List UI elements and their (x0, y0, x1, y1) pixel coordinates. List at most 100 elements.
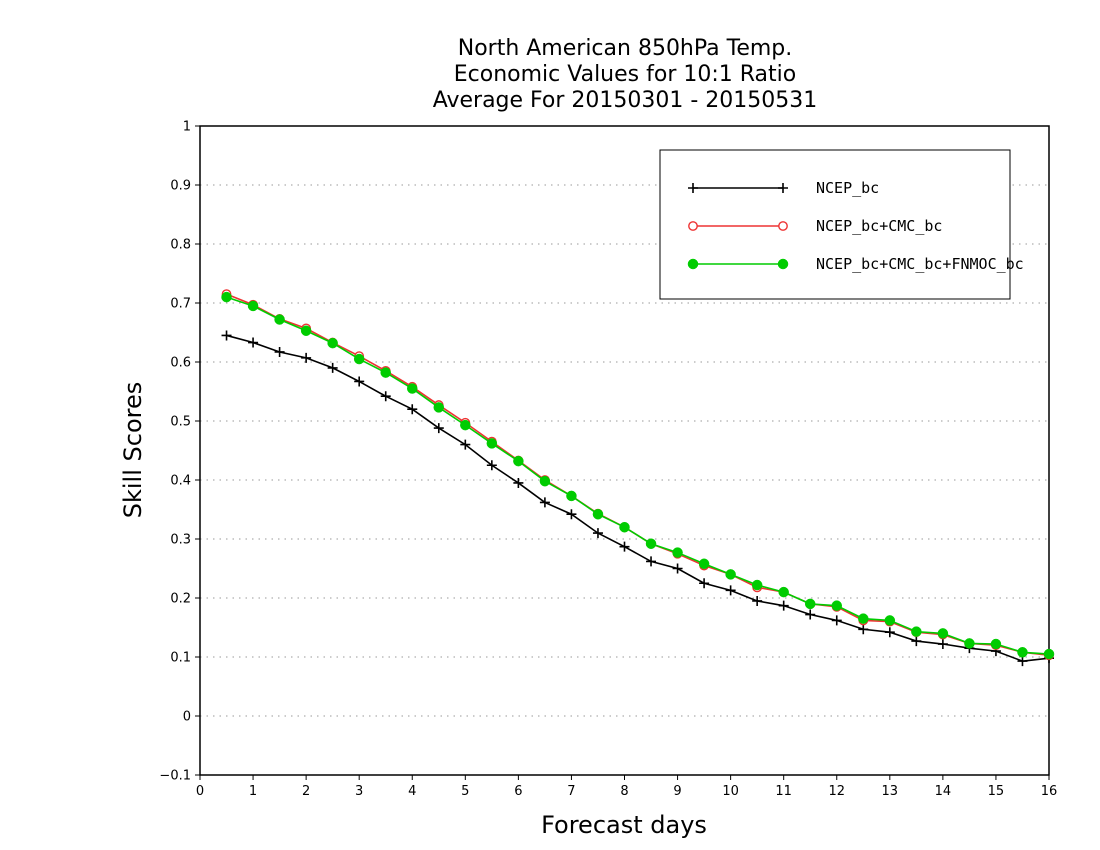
data-point-filled-circle (778, 586, 789, 598)
x-tick-label: 3 (355, 784, 363, 799)
legend-entry: NCEP_bc+CMC_bc+FNMOC_bc (687, 255, 1024, 273)
y-tick-label: 0.9 (170, 179, 191, 194)
data-point-filled-circle (1043, 648, 1055, 660)
data-point-filled-circle (566, 490, 577, 502)
data-point-filled-circle (804, 598, 816, 610)
data-point-filled-circle (460, 419, 471, 431)
y-tick-label: −0.1 (159, 769, 191, 784)
data-point-open-circle (778, 221, 788, 231)
data-point-filled-circle (1017, 647, 1028, 658)
data-point-filled-circle (486, 438, 498, 449)
y-tick-label: 0.6 (170, 356, 191, 371)
data-point-filled-circle (725, 569, 736, 580)
series-2 (221, 289, 1054, 661)
x-tick-label: 0 (196, 784, 204, 799)
axis-ticks: −0.100.10.20.30.40.50.60.70.80.910 1 2 3 4 5 6… (159, 120, 1057, 800)
data-point-plus (778, 183, 788, 193)
y-tick-label: 1 (183, 120, 191, 135)
x-tick-label: 9 (673, 784, 681, 799)
data-point-plus (725, 585, 736, 596)
data-point-filled-circle (884, 615, 896, 626)
data-point-filled-circle (645, 538, 657, 549)
data-point-filled-circle (698, 558, 710, 570)
data-point-filled-circle (672, 547, 683, 558)
data-point-filled-circle (513, 455, 524, 467)
legend-entry: NCEP_bc+CMC_bc (688, 217, 942, 235)
data-point-plus (805, 609, 816, 620)
data-point-open-circle (688, 221, 698, 231)
data-point-plus (539, 497, 550, 508)
x-tick-label: 8 (620, 784, 628, 799)
data-point-filled-circle (274, 314, 285, 325)
data-point-filled-circle (937, 628, 949, 639)
x-tick-label: 11 (775, 784, 792, 799)
data-point-filled-circle (911, 626, 922, 637)
data-point-plus (592, 528, 603, 539)
data-point-filled-circle (687, 258, 699, 270)
data-point-plus (699, 578, 710, 589)
data-point-plus (460, 439, 471, 450)
data-point-plus (486, 460, 497, 471)
chart-title: North American 850hPa Temp. Economic Val… (200, 36, 1050, 114)
data-point-plus (858, 624, 869, 635)
x-tick-label: 10 (722, 784, 739, 799)
data-point-plus (672, 563, 683, 574)
legend-entry: NCEP_bc (688, 179, 879, 197)
data-point-plus (513, 477, 524, 488)
data-point-filled-circle (858, 613, 869, 624)
data-point-plus (301, 352, 312, 363)
data-point-plus (752, 595, 763, 606)
data-point-filled-circle (990, 638, 1002, 650)
data-point-plus (937, 639, 948, 650)
x-tick-label: 16 (1041, 784, 1058, 799)
data-point-plus (274, 346, 285, 357)
data-point-filled-circle (751, 579, 763, 591)
data-point-plus (407, 404, 418, 415)
data-point-filled-circle (300, 325, 312, 336)
data-point-filled-circle (619, 521, 630, 533)
y-axis-title: Skill Scores (119, 382, 147, 519)
y-tick-label: 0.2 (170, 592, 191, 607)
data-point-filled-circle (433, 402, 445, 413)
x-axis-title: Forecast days (541, 811, 707, 839)
data-point-plus (221, 330, 232, 341)
legend-box (659, 149, 1011, 300)
chart-title-line-2: Economic Values for 10:1 Ratio (453, 62, 797, 87)
data-point-filled-circle (964, 638, 975, 649)
legend-label: NCEP_bc+CMC_bc (816, 217, 942, 235)
chart-title-line-1: North American 850hPa Temp. (457, 36, 793, 61)
legend: NCEP_bc NCEP_bc+CMC_bc NCEP_bc+CMC_bc+FNMO… (659, 149, 1024, 300)
data-point-plus (911, 636, 922, 647)
x-tick-label: 12 (828, 784, 845, 799)
x-tick-label: 14 (935, 784, 952, 799)
x-tick-label: 6 (514, 784, 522, 799)
x-tick-label: 15 (988, 784, 1005, 799)
y-tick-label: 0 (183, 710, 191, 725)
data-point-plus (1017, 656, 1028, 667)
data-point-plus (884, 627, 895, 638)
y-tick-label: 0.8 (170, 238, 191, 253)
series-line (226, 293, 1050, 657)
x-tick-label: 7 (567, 784, 575, 799)
y-tick-label: 0.1 (170, 651, 191, 666)
y-tick-label: 0.3 (170, 533, 191, 548)
data-point-plus (433, 423, 444, 434)
x-tick-label: 5 (461, 784, 469, 799)
data-point-plus (248, 337, 259, 348)
y-tick-label: 0.7 (170, 297, 191, 312)
x-tick-label: 13 (882, 784, 899, 799)
data-point-plus (688, 183, 698, 193)
legend-label: NCEP_bc+CMC_bc+FNMOC_bc (816, 255, 1024, 273)
x-tick-label: 1 (249, 784, 257, 799)
data-point-filled-circle (353, 353, 365, 365)
data-point-filled-circle (592, 508, 604, 520)
data-point-plus (327, 362, 338, 373)
data-point-plus (646, 556, 657, 567)
data-point-filled-circle (327, 337, 338, 349)
y-tick-label: 0.4 (170, 474, 191, 489)
data-point-filled-circle (831, 600, 842, 611)
series-group (221, 289, 1055, 667)
data-point-plus (778, 600, 789, 611)
legend-label: NCEP_bc (816, 179, 879, 197)
